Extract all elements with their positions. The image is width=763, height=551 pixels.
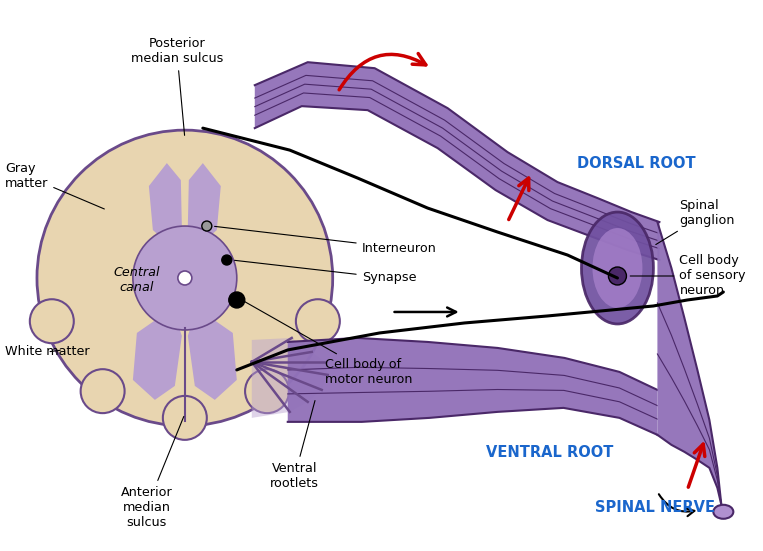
Text: Anterior
median
sulcus: Anterior median sulcus [121, 417, 184, 529]
Text: Cell body
of sensory
neuron: Cell body of sensory neuron [630, 255, 746, 298]
Text: Cell body of
motor neuron: Cell body of motor neuron [244, 301, 412, 386]
Polygon shape [149, 163, 182, 248]
Circle shape [296, 299, 340, 343]
Text: DORSAL ROOT: DORSAL ROOT [578, 155, 696, 171]
Text: Spinal
ganglion: Spinal ganglion [655, 199, 735, 245]
FancyArrowPatch shape [658, 494, 694, 516]
Circle shape [202, 221, 212, 231]
Polygon shape [288, 338, 658, 435]
Polygon shape [658, 222, 723, 518]
Circle shape [229, 292, 245, 308]
Ellipse shape [581, 212, 653, 324]
Circle shape [30, 299, 74, 343]
Text: SPINAL NERVE: SPINAL NERVE [595, 500, 716, 515]
Circle shape [37, 130, 333, 426]
Circle shape [81, 369, 124, 413]
Text: Central
canal: Central canal [114, 266, 160, 294]
Polygon shape [255, 62, 659, 260]
Text: Synapse: Synapse [234, 260, 416, 284]
Text: Ventral
rootlets: Ventral rootlets [270, 401, 319, 490]
Text: White matter: White matter [5, 345, 89, 359]
Circle shape [222, 255, 232, 265]
Polygon shape [188, 163, 221, 248]
Polygon shape [188, 308, 237, 400]
Polygon shape [133, 308, 182, 400]
Circle shape [133, 226, 237, 330]
Ellipse shape [713, 505, 733, 519]
Circle shape [163, 396, 207, 440]
Circle shape [608, 267, 626, 285]
Ellipse shape [593, 228, 642, 308]
Text: VENTRAL ROOT: VENTRAL ROOT [485, 445, 613, 460]
Circle shape [178, 271, 192, 285]
Text: Gray
matter: Gray matter [5, 162, 105, 209]
FancyArrowPatch shape [339, 53, 426, 90]
Circle shape [245, 369, 289, 413]
Polygon shape [252, 338, 327, 418]
Text: Interneuron: Interneuron [214, 226, 436, 255]
Text: Posterior
median sulcus: Posterior median sulcus [130, 37, 223, 136]
